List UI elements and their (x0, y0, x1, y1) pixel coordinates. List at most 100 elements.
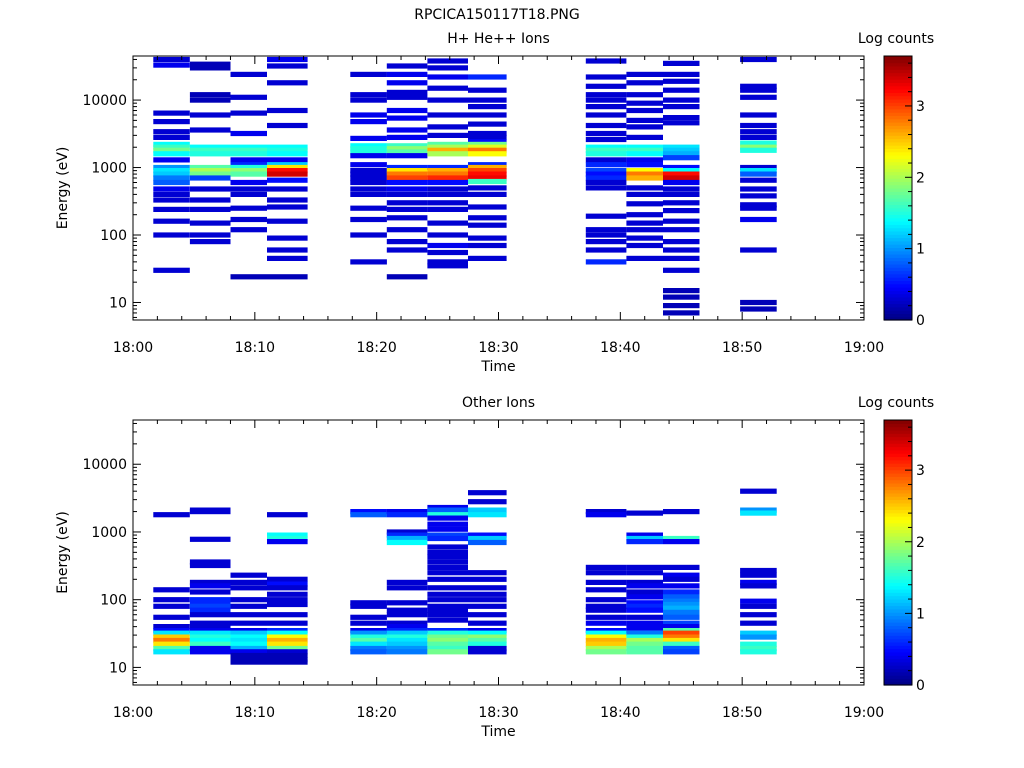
heatmap-cell (153, 587, 190, 593)
heatmap-cell (153, 129, 190, 135)
heatmap-cell (189, 583, 231, 589)
heatmap-cell (626, 100, 663, 106)
heatmap-cell (663, 255, 700, 261)
heatmap-cell (386, 164, 428, 171)
heatmap-cell (230, 71, 267, 77)
colorbar-segment (884, 668, 912, 673)
heatmap-cell (350, 143, 387, 149)
x-tick-label: 19:00 (844, 340, 884, 356)
heatmap-cell (585, 239, 627, 245)
colorbar-segment (884, 645, 912, 650)
heatmap-cell (386, 509, 428, 515)
heatmap-cell (230, 274, 267, 280)
heatmap-cell (386, 63, 428, 69)
heatmap-cell (663, 605, 700, 611)
heatmap-cell (626, 614, 663, 620)
heatmap-cell (427, 570, 468, 576)
heatmap-cell (626, 255, 663, 261)
heatmap-cell (427, 649, 468, 655)
heatmap-cell (468, 104, 507, 110)
colorbar-segment (884, 529, 912, 534)
heatmap-cell (189, 612, 231, 618)
heatmap-cell (267, 634, 308, 640)
x-tick-label: 18:00 (113, 705, 153, 721)
heatmap-cell (626, 144, 663, 150)
heatmap-cell (585, 570, 627, 576)
heatmap-cell (468, 171, 507, 177)
heatmap-cell (153, 186, 190, 192)
heatmap-cell (626, 600, 663, 606)
heatmap-cell (267, 107, 308, 114)
heatmap-cell (153, 637, 190, 644)
heatmap-cell (663, 614, 700, 620)
heatmap-cell (189, 579, 231, 585)
heatmap-cell (663, 218, 700, 224)
heatmap-cell (153, 614, 190, 620)
colorbar-segment (884, 602, 912, 607)
heatmap-cell (386, 89, 428, 95)
colorbar-tick-label: 0 (916, 313, 925, 329)
heatmap-cell (153, 197, 190, 203)
heatmap-cell (626, 570, 663, 576)
y-tick-label: 10000 (82, 457, 127, 473)
heatmap-cell (468, 141, 507, 147)
heatmap-cell (663, 649, 700, 655)
heatmap-cell (230, 645, 267, 652)
y-tick-label: 1000 (91, 161, 127, 177)
colorbar-segment (884, 665, 912, 670)
heatmap-cell (585, 130, 627, 137)
colorbar-segment (884, 681, 912, 686)
heatmap-cell (468, 634, 507, 640)
heatmap-cell (626, 220, 663, 226)
heatmap-cell (585, 151, 627, 157)
heatmap-cell (350, 171, 387, 177)
heatmap-cell (427, 232, 468, 238)
colorbar-segment (884, 112, 912, 116)
heatmap-cell (427, 85, 468, 91)
heatmap-cell (663, 645, 700, 652)
heatmap-cell (267, 177, 308, 183)
heatmap-cell (230, 162, 267, 168)
heatmap-cell (350, 149, 387, 155)
colorbar-segment (884, 145, 912, 149)
heatmap-cell (663, 239, 700, 245)
heatmap-cell (585, 227, 627, 233)
heatmap-cell (468, 147, 507, 153)
heatmap-cell (350, 600, 387, 606)
heatmap-cell (386, 529, 428, 535)
heatmap-cell (585, 58, 627, 64)
heatmap-cell (153, 62, 190, 68)
heatmap-cell (585, 620, 627, 626)
heatmap-cell (427, 603, 468, 609)
heatmap-cell (626, 185, 663, 191)
heatmap-cell (468, 535, 507, 542)
heatmap-cell (585, 104, 627, 110)
heatmap-cell (663, 576, 700, 582)
heatmap-cell (386, 200, 428, 206)
x-tick-label: 18:40 (600, 705, 640, 721)
panel-title: Other Ions (462, 395, 535, 411)
colorbar-segment (884, 174, 912, 179)
heatmap-cell (386, 71, 428, 77)
colorbar-segment (884, 446, 912, 451)
heatmap-cell (386, 535, 428, 542)
colorbar-segment (884, 250, 912, 255)
heatmap-cell (585, 168, 627, 174)
heatmap-cell (626, 201, 663, 207)
heatmap-cell (468, 532, 507, 538)
heatmap-cell (468, 637, 507, 644)
heatmap-cell (585, 171, 627, 177)
heatmap-cell (427, 263, 468, 269)
colorbar-segment (884, 433, 912, 438)
colorbar-segment (884, 257, 912, 262)
x-tick-label: 18:50 (722, 705, 762, 721)
colorbar-segment (884, 532, 912, 537)
heatmap-cell (663, 589, 700, 595)
colorbar-segment (884, 277, 912, 281)
heatmap-cell (267, 218, 308, 224)
heatmap-cell (626, 583, 663, 589)
colorbar-segment (884, 476, 912, 481)
x-tick-label: 18:20 (356, 340, 396, 356)
colorbar-segment (884, 592, 912, 597)
